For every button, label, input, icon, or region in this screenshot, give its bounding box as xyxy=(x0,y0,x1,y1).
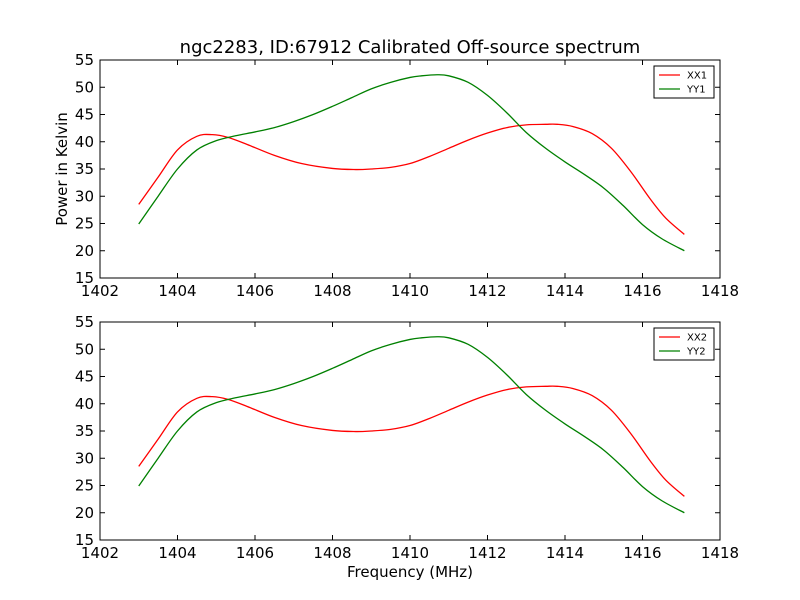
y-tick-label: 35 xyxy=(75,422,94,440)
y-tick-label: 50 xyxy=(75,78,94,96)
y-tick-label: 15 xyxy=(75,269,94,287)
x-tick-label: 1402 xyxy=(81,282,119,300)
x-tick-label: 1406 xyxy=(236,282,274,300)
y-tick-label: 35 xyxy=(75,160,94,178)
x-tick-label: 1402 xyxy=(81,544,119,562)
legend-box xyxy=(653,65,715,99)
x-tick-label: 1412 xyxy=(468,544,506,562)
y-tick-label: 20 xyxy=(75,504,94,522)
legend-box xyxy=(653,327,715,361)
x-tick-label: 1414 xyxy=(546,282,584,300)
x-tick-label: 1404 xyxy=(158,544,196,562)
figure-title: ngc2283, ID:67912 Calibrated Off-source … xyxy=(180,37,641,58)
x-tick-label: 1418 xyxy=(701,282,739,300)
x-tick-label: 1414 xyxy=(546,544,584,562)
x-tick-label: 1418 xyxy=(701,544,739,562)
series-line-xx1 xyxy=(138,123,685,235)
y-tick-label: 40 xyxy=(75,395,94,413)
y-tick-label: 20 xyxy=(75,242,94,260)
legend-label: YY2 xyxy=(686,347,706,358)
legend-label: YY1 xyxy=(686,85,706,96)
x-axis-label: Frequency (MHz) xyxy=(347,563,473,581)
y-tick-label: 45 xyxy=(75,106,94,124)
y-tick-label: 15 xyxy=(75,531,94,549)
series-line-xx2 xyxy=(138,385,685,497)
y-tick-label: 50 xyxy=(75,340,94,358)
x-tick-label: 1404 xyxy=(158,282,196,300)
top-panel: 1402 1404 1406 1408 1410 1412 1414 1416 1418 15 20… xyxy=(75,51,739,300)
x-tick-label: 1416 xyxy=(623,544,661,562)
y-tick-label: 55 xyxy=(75,51,94,69)
y-tick-label: 25 xyxy=(75,477,94,495)
y-axis-label: Power in Kelvin xyxy=(53,112,71,226)
y-tick-label: 55 xyxy=(75,313,94,331)
legend-label: XX2 xyxy=(687,333,707,344)
y-tick-label: 25 xyxy=(75,215,94,233)
x-tick-label: 1410 xyxy=(391,544,429,562)
bottom-panel: 1402 1404 1406 1408 1410 1412 1414 1416 1418 15 20… xyxy=(75,313,739,562)
legend-label: XX1 xyxy=(687,71,707,82)
y-tick-label: 30 xyxy=(75,187,94,205)
x-tick-label: 1406 xyxy=(236,544,274,562)
series-line-yy2 xyxy=(138,336,685,514)
y-tick-label: 45 xyxy=(75,368,94,386)
x-tick-label: 1408 xyxy=(313,282,351,300)
x-tick-label: 1408 xyxy=(313,544,351,562)
y-tick-label: 30 xyxy=(75,449,94,467)
y-tick-label: 40 xyxy=(75,133,94,151)
x-tick-label: 1410 xyxy=(391,282,429,300)
x-tick-label: 1416 xyxy=(623,282,661,300)
series-line-yy1 xyxy=(138,74,685,252)
x-tick-label: 1412 xyxy=(468,282,506,300)
